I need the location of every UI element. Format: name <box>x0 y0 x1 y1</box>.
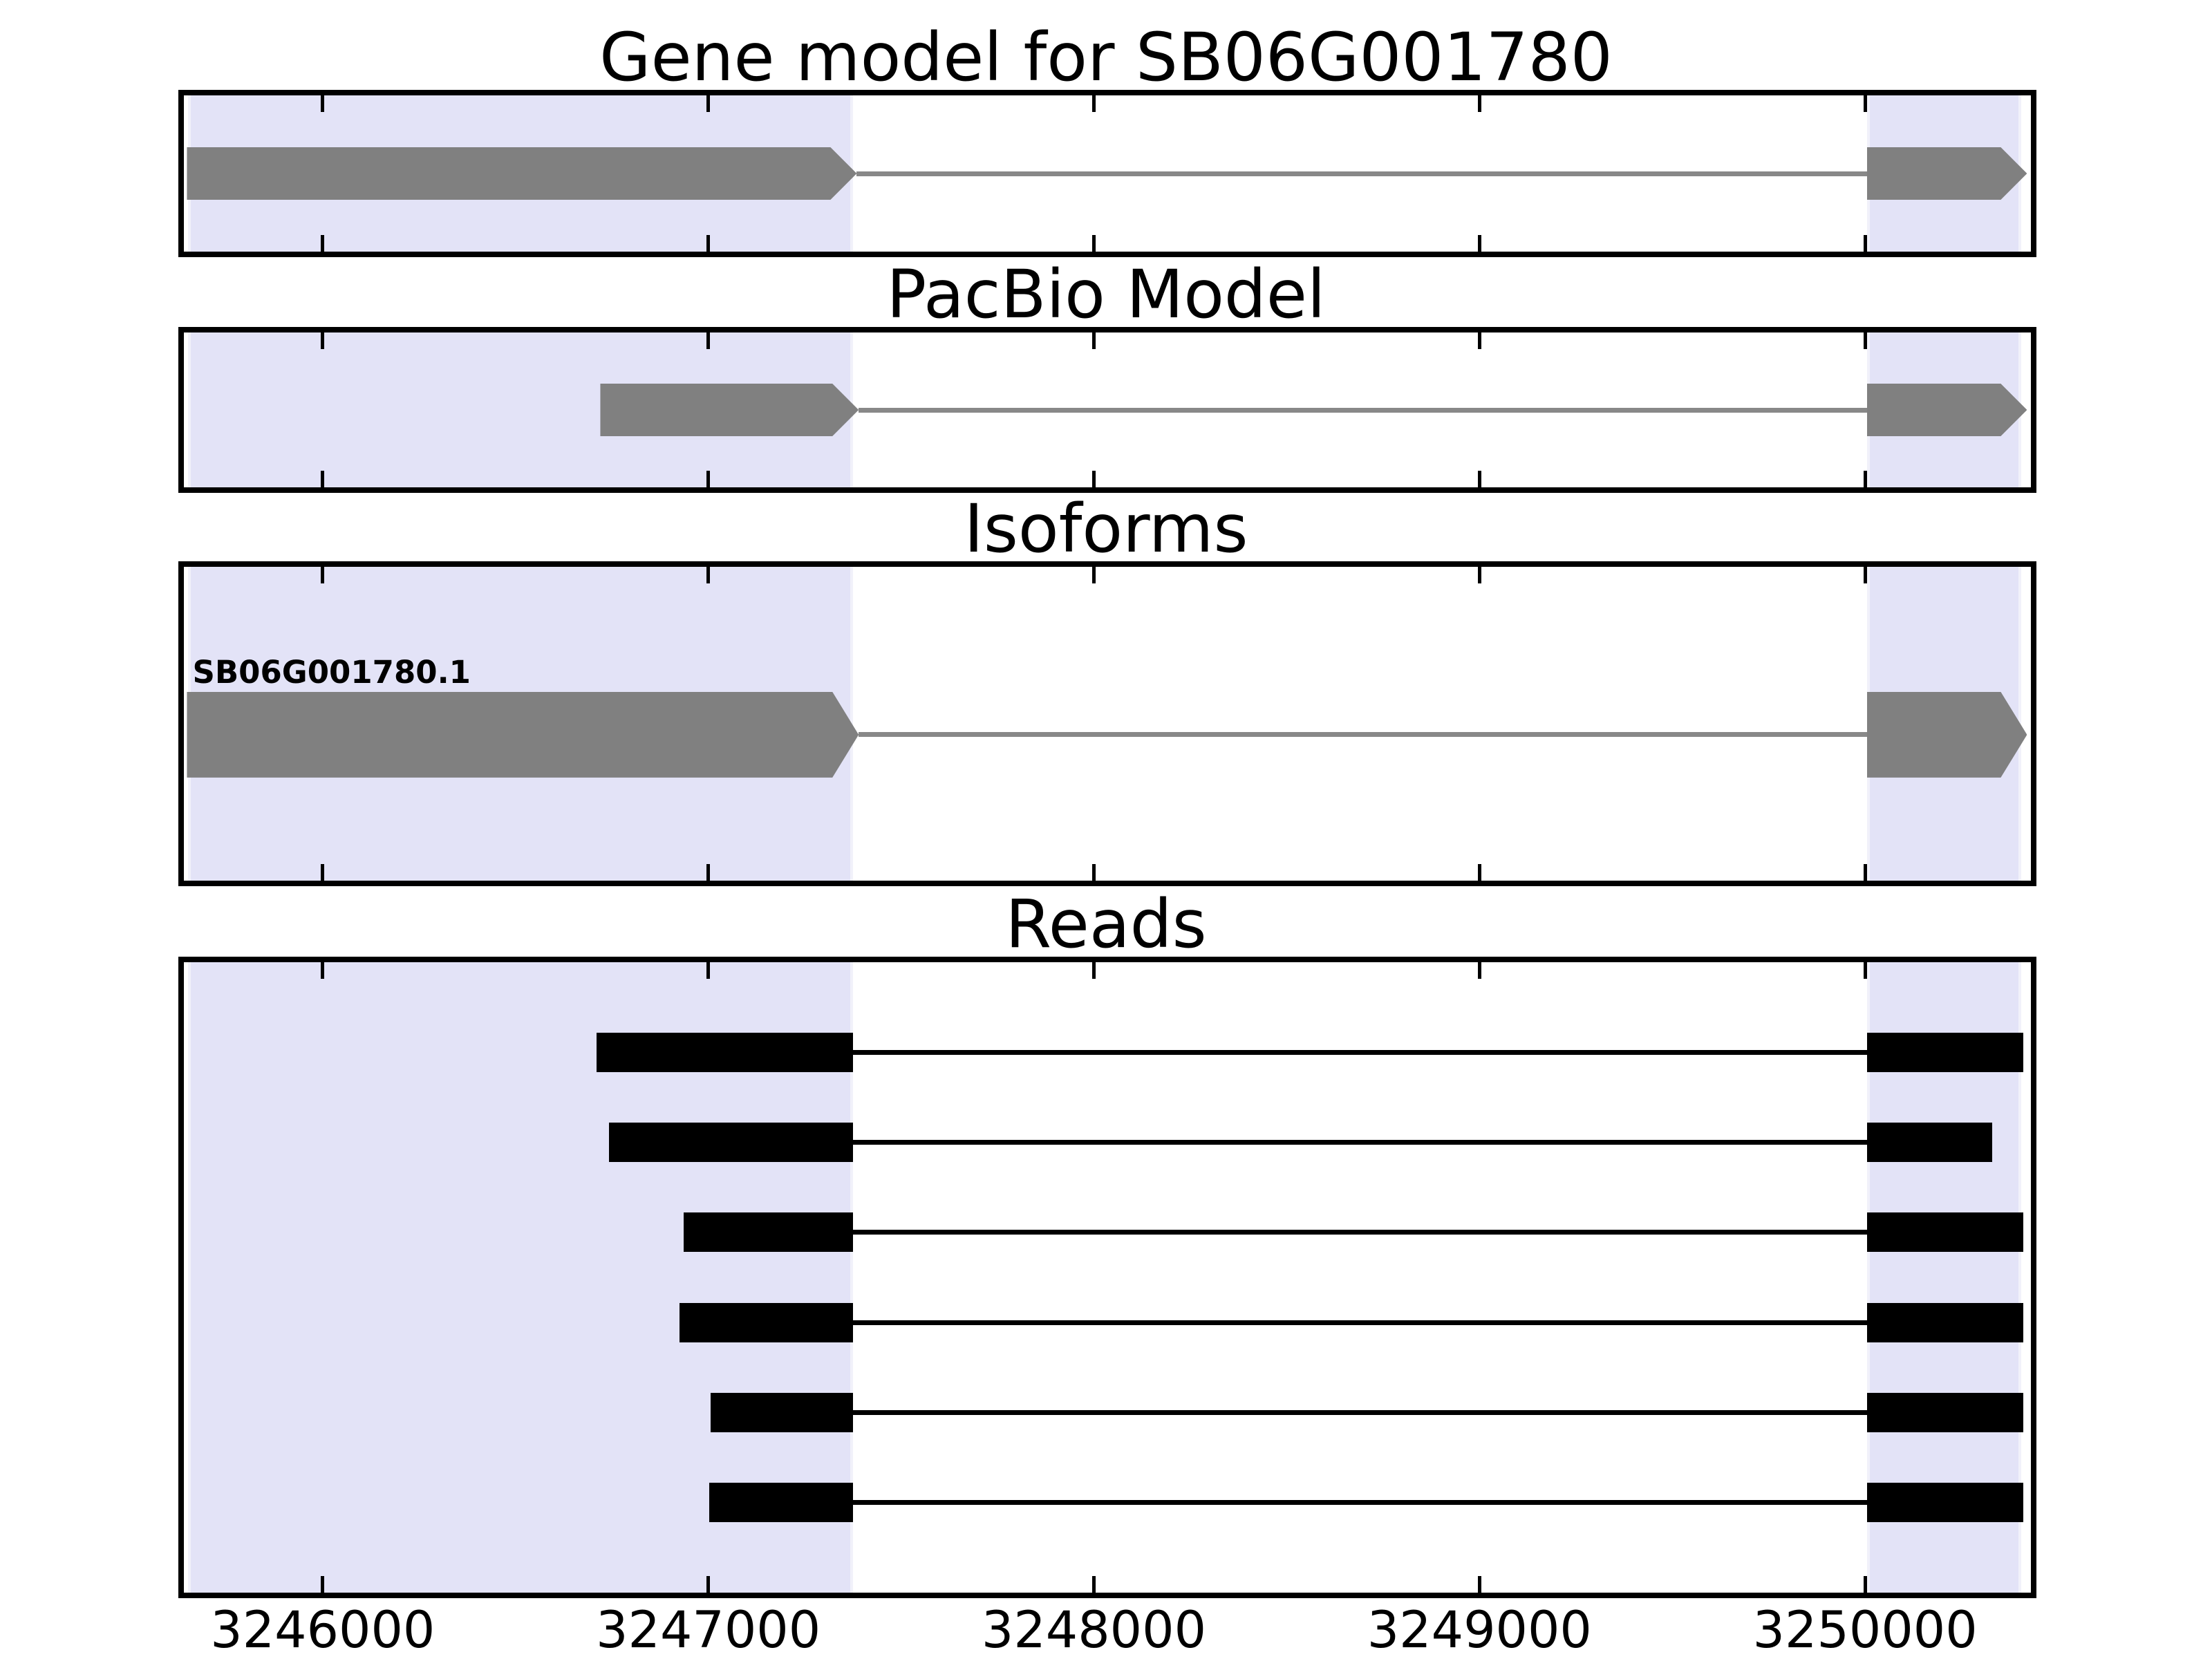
read-block <box>609 1123 853 1163</box>
axis-tick-mark <box>1091 95 1096 112</box>
panel-title-gene-model: Gene model for SB06G001780 <box>599 19 1613 96</box>
axis-tick-mark <box>706 1576 711 1593</box>
exon-arrow <box>1867 384 2027 436</box>
axis-tick-mark <box>1477 962 1481 979</box>
axis-tick-mark <box>1477 864 1481 881</box>
axis-tick-mark <box>321 95 325 112</box>
axis-tick-mark <box>706 567 711 583</box>
axis-tick-mark <box>1863 471 1867 487</box>
axis-tick-mark <box>321 567 325 583</box>
read-connector-line <box>852 1500 1867 1506</box>
read-block <box>597 1032 853 1072</box>
panel-gene-model-track <box>178 90 2036 257</box>
axis-tick-mark <box>706 235 711 252</box>
axis-tick-mark <box>1477 567 1481 583</box>
read-block <box>1866 1123 1993 1163</box>
panel-pacbio-model-track <box>178 327 2036 493</box>
axis-tick-mark <box>1477 1576 1481 1593</box>
read-block <box>1866 1212 2023 1253</box>
axis-tick-mark <box>321 332 325 349</box>
exon-arrow <box>187 147 856 200</box>
axis-tick-mark <box>1091 864 1096 881</box>
exon-arrow <box>187 692 859 778</box>
read-connector-line <box>852 1409 1867 1415</box>
axis-tick-mark <box>1091 471 1096 487</box>
axis-tick-mark <box>321 471 325 487</box>
panel-isoforms-track: SB06G001780.1 <box>178 561 2036 886</box>
x-axis-tick-label: 3246000 <box>210 1601 435 1659</box>
axis-tick-mark <box>706 471 711 487</box>
axis-tick-mark <box>1477 332 1481 349</box>
axis-tick-mark <box>1091 1576 1096 1593</box>
x-axis-tick-label: 3247000 <box>596 1601 821 1659</box>
axis-tick-mark <box>1477 471 1481 487</box>
read-connector-line <box>852 1140 1867 1145</box>
read-connector-line <box>852 1049 1867 1055</box>
axis-tick-mark <box>1863 962 1867 979</box>
axis-tick-mark <box>1477 235 1481 252</box>
intron-line <box>856 171 1867 176</box>
x-axis-tick-labels: 3246000 3247000 3248000 3249000 3250000 <box>0 1604 2212 1659</box>
x-axis-tick-label: 3248000 <box>981 1601 1207 1659</box>
axis-tick-mark <box>1863 332 1867 349</box>
axis-tick-mark <box>321 962 325 979</box>
x-axis-tick-label: 3249000 <box>1367 1601 1592 1659</box>
axis-tick-mark <box>321 235 325 252</box>
read-connector-line <box>852 1230 1867 1235</box>
axis-tick-mark <box>321 1576 325 1593</box>
read-block <box>709 1483 853 1523</box>
exon-arrow <box>600 384 859 436</box>
axis-tick-mark <box>1091 235 1096 252</box>
panel-title-isoforms: Isoforms <box>964 490 1248 568</box>
axis-tick-mark <box>706 864 711 881</box>
panel-title-pacbio-model: PacBio Model <box>886 256 1326 333</box>
x-axis-tick-label: 3250000 <box>1752 1601 1978 1659</box>
exon-arrow <box>1867 147 2027 200</box>
intron-line <box>859 407 1867 413</box>
axis-tick-mark <box>1091 332 1096 349</box>
read-block <box>1866 1483 2023 1523</box>
read-block <box>1866 1302 2023 1342</box>
intron-line <box>859 732 1867 738</box>
read-connector-line <box>852 1320 1867 1325</box>
axis-tick-mark <box>706 332 711 349</box>
exon-arrow <box>1867 692 2027 778</box>
panel-reads-track <box>178 957 2036 1598</box>
read-block <box>1866 1032 2023 1072</box>
axis-tick-mark <box>321 864 325 881</box>
axis-tick-mark <box>1863 1576 1867 1593</box>
axis-tick-mark <box>706 95 711 112</box>
axis-tick-mark <box>1863 235 1867 252</box>
read-block <box>1866 1392 2023 1432</box>
axis-tick-mark <box>1863 95 1867 112</box>
isoform-label: SB06G001780.1 <box>192 653 471 691</box>
axis-tick-mark <box>706 962 711 979</box>
read-block <box>679 1302 853 1342</box>
axis-tick-mark <box>1863 567 1867 583</box>
axis-tick-mark <box>1091 567 1096 583</box>
axis-tick-mark <box>1477 95 1481 112</box>
read-block <box>710 1392 853 1432</box>
panel-title-reads: Reads <box>1005 885 1207 963</box>
axis-tick-mark <box>1863 864 1867 881</box>
read-block <box>683 1212 853 1253</box>
axis-tick-mark <box>1091 962 1096 979</box>
